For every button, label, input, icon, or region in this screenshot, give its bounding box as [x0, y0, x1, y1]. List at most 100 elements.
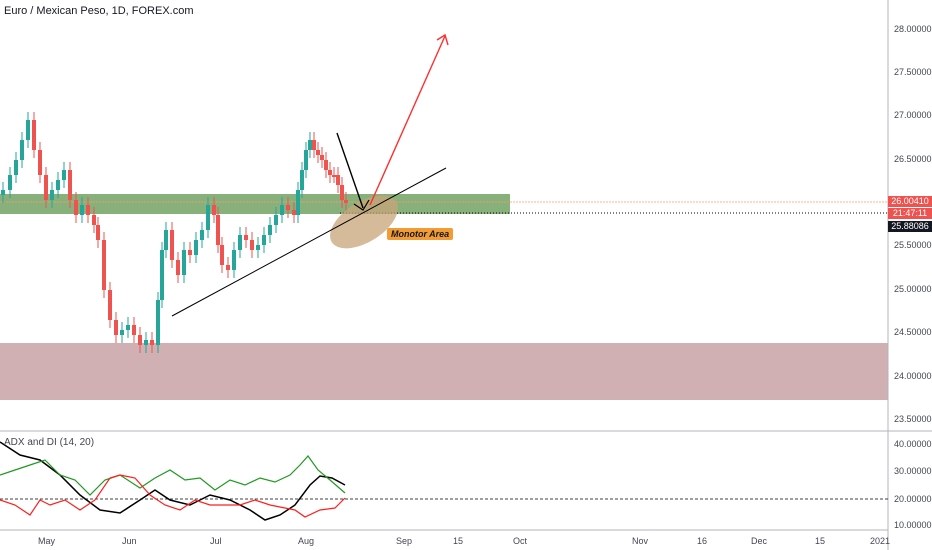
candle-body — [340, 185, 344, 200]
up-arrow-head — [436, 33, 449, 46]
candle-body — [170, 230, 174, 260]
candle-body — [296, 190, 300, 215]
indicator-tick: 10.00000 — [894, 520, 932, 530]
candle-body — [14, 160, 18, 175]
price-tick: 24.00000 — [894, 371, 932, 381]
time-label: Dec — [751, 536, 768, 546]
candle-body — [336, 175, 340, 185]
candle-body — [280, 205, 284, 215]
candle-body — [308, 140, 312, 150]
candle-body — [316, 150, 320, 155]
time-label: Nov — [632, 536, 649, 546]
candle-body — [20, 140, 24, 160]
candle-body — [194, 240, 198, 255]
candle-body — [86, 205, 90, 215]
indicator-tick: 40.00000 — [894, 439, 932, 449]
line-price-tag: 25.88086 — [888, 221, 932, 232]
candle-body — [120, 330, 124, 335]
candle-body — [220, 245, 224, 265]
chart-title: Euro / Mexican Peso, 1D, FOREX.com — [4, 5, 194, 17]
price-tick: 25.50000 — [894, 240, 932, 250]
indicator-tick: 30.00000 — [894, 466, 932, 476]
candle-body — [332, 175, 336, 177]
candle-body — [108, 290, 112, 320]
time-label: Jul — [210, 536, 222, 546]
candle-body — [262, 235, 266, 245]
candle-body — [38, 150, 42, 175]
price-tick: 23.50000 — [894, 414, 932, 424]
price-tick: 25.00000 — [894, 284, 932, 294]
candle-body — [286, 205, 290, 210]
candle-body — [176, 260, 180, 275]
candle-body — [256, 245, 260, 250]
price-tick: 24.50000 — [894, 327, 932, 337]
time-label: 15 — [815, 536, 825, 546]
candle-body — [268, 225, 272, 235]
candle-body — [320, 155, 324, 160]
candle-body — [1, 190, 5, 195]
candle-body — [216, 215, 220, 245]
time-label: Oct — [513, 536, 528, 546]
monitor-area-ellipse[interactable] — [321, 185, 407, 259]
candle-body — [74, 200, 78, 215]
candle-body — [244, 235, 248, 240]
candle-body — [312, 140, 316, 150]
candle-body — [206, 205, 210, 230]
candle-body — [212, 205, 216, 215]
time-label: 15 — [453, 536, 463, 546]
candle-body — [344, 200, 348, 203]
price-tick: 27.50000 — [894, 67, 932, 77]
candle-body — [328, 170, 332, 175]
price-tick: 28.00000 — [894, 24, 932, 34]
candle-body — [102, 240, 106, 290]
price-tick: 27.00000 — [894, 110, 932, 120]
adx-line — [0, 441, 346, 521]
monitor-area-label[interactable]: Monotor Area — [387, 228, 454, 240]
candle-body — [238, 235, 242, 250]
di-plus-line — [0, 455, 346, 496]
candle-body — [304, 150, 308, 170]
candle-body — [132, 325, 136, 335]
time-label: 2021 — [870, 536, 890, 546]
candle-body — [274, 215, 278, 225]
candle-body — [44, 175, 48, 200]
candle-body — [300, 170, 304, 190]
candle-body — [250, 240, 254, 250]
down-arrow-head — [353, 199, 370, 211]
candle-body — [80, 205, 84, 215]
up-arrow[interactable] — [369, 35, 446, 206]
time-label: May — [38, 536, 56, 546]
candle-body — [188, 250, 192, 255]
candles-group — [1, 112, 348, 353]
time-label: Jun — [122, 536, 137, 546]
candle-body — [150, 340, 154, 345]
candle-body — [156, 300, 160, 345]
candle-body — [144, 340, 148, 345]
down-arrow[interactable] — [336, 132, 364, 209]
candle-body — [50, 190, 54, 200]
time-label: Sep — [396, 536, 412, 546]
indicator-tick: 20.00000 — [894, 494, 932, 504]
candle-body — [292, 210, 296, 215]
price-tick: 26.50000 — [894, 154, 932, 164]
candle-body — [138, 335, 142, 345]
candle-body — [324, 160, 328, 170]
candle-body — [182, 250, 186, 275]
time-axis[interactable]: May Jun Jul Aug Sep 15 Oct Nov 16 Dec 15… — [38, 536, 890, 546]
candle-body — [96, 225, 100, 240]
demand-zone[interactable] — [0, 343, 888, 400]
indicator-axis[interactable]: 40.00000 30.00000 20.00000 10.00000 — [894, 439, 932, 530]
candle-body — [92, 215, 96, 225]
di-minus-line — [0, 474, 346, 518]
candle-body — [114, 320, 118, 335]
candle-body — [160, 250, 164, 300]
indicator-title: ADX and DI (14, 20) — [4, 437, 95, 448]
candle-body — [68, 170, 72, 200]
countdown-tag: 21:47:11 — [888, 208, 932, 219]
price-axis[interactable]: 28.00000 27.50000 27.00000 26.50000 25.5… — [894, 24, 932, 424]
candle-body — [200, 230, 204, 240]
candle-body — [26, 120, 30, 140]
candle-body — [8, 175, 12, 190]
trend-line[interactable] — [171, 167, 447, 317]
